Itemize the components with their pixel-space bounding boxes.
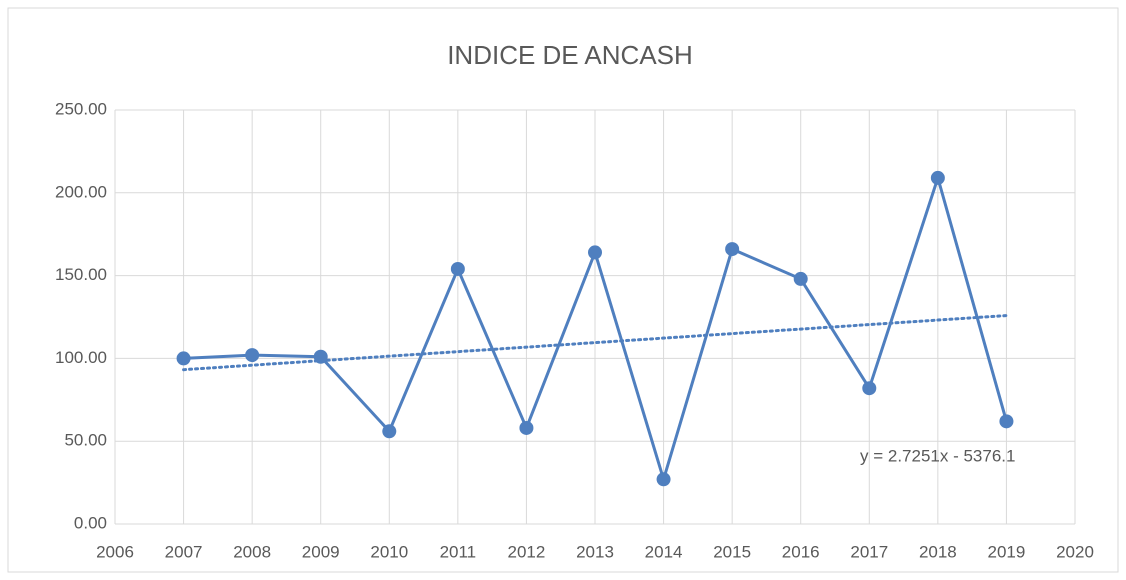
y-tick-label: 100.00 [55,348,107,367]
y-tick-label: 200.00 [55,182,107,201]
x-tick-label: 2008 [233,542,271,561]
x-tick-label: 2006 [96,542,134,561]
y-tick-label: 50.00 [64,431,107,450]
x-tick-label: 2009 [302,542,340,561]
data-point [725,242,740,257]
data-point [588,245,602,260]
data-point [382,424,397,439]
data-point [999,414,1014,429]
x-tick-label: 2010 [370,542,408,561]
chart-border [7,7,1119,573]
chart-title: INDICE DE ANCASH [447,40,693,70]
data-point [245,348,260,363]
x-tick-label: 2016 [782,542,820,561]
trendline-equation: y = 2.7251x - 5376.1 [860,446,1015,465]
x-tick-label: 2020 [1056,542,1094,561]
data-point [519,420,534,435]
data-point [313,349,328,364]
x-tick-label: 2018 [919,542,957,561]
x-tick-label: 2012 [508,542,546,561]
y-tick-label: 150.00 [55,265,107,284]
y-tick-label: 250.00 [55,99,107,118]
data-point [862,381,877,396]
data-point [656,472,671,487]
data-point [793,271,808,286]
x-tick-label: 2011 [440,542,477,561]
x-tick-label: 2013 [576,542,614,561]
x-tick-label: 2015 [713,542,751,561]
x-tick-label: 2019 [988,542,1026,561]
y-tick-label: 0.00 [74,513,107,532]
data-point [930,170,945,185]
data-point [176,351,191,366]
x-tick-label: 2017 [850,542,888,561]
x-tick-label: 2007 [165,542,203,561]
data-point [450,261,465,276]
x-tick-label: 2014 [645,542,683,561]
